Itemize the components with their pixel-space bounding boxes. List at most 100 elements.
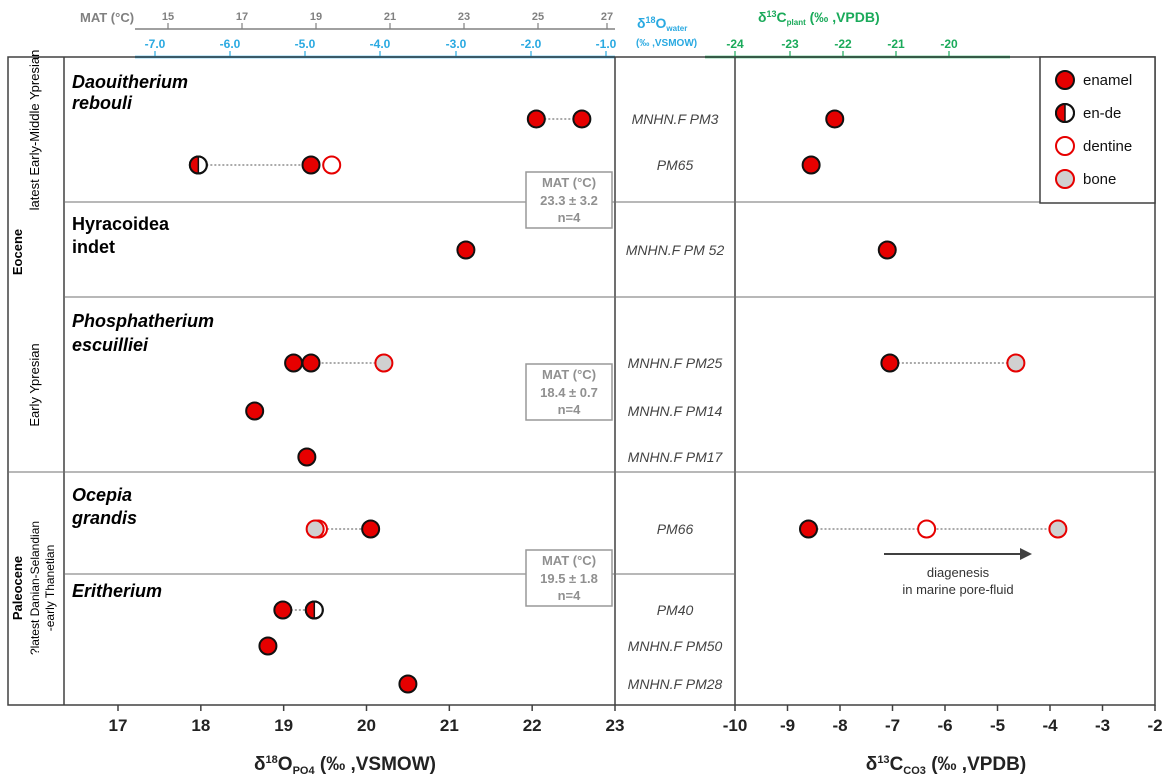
taxon-name: Daouitherium: [72, 72, 188, 92]
mat-box-title: MAT (°C): [542, 367, 596, 382]
water-tick-label: -5.0: [295, 37, 316, 51]
mat-box-value: 23.3 ± 3.2: [540, 193, 598, 208]
plant-axis-ticks: -24 -23 -22 -21 -20: [726, 37, 958, 57]
taxon-name: Phosphatherium: [72, 311, 214, 331]
data-point-enamel: [284, 353, 304, 373]
mat-tick-label: 15: [162, 11, 174, 23]
plant-tick-label: -24: [726, 37, 744, 51]
specimen-label: MNHN.F PM25: [628, 355, 723, 371]
water-axis-unit: (‰ ,VSMOW): [636, 38, 697, 49]
data-point-dentine: [917, 519, 937, 539]
x-tick-label: -6: [937, 716, 952, 735]
mat-box-n: n=4: [558, 210, 582, 225]
taxon-name: Ocepia: [72, 485, 132, 505]
water-tick-label: -7.0: [145, 37, 166, 51]
annotation-line2: in marine pore-fluid: [902, 582, 1013, 597]
data-point-bone: [1048, 519, 1068, 539]
x-axis-left-ticks: 17 18 19 20 21 22 23: [109, 705, 625, 735]
x-tick-label: -9: [780, 716, 795, 735]
data-point-enamel: [301, 353, 321, 373]
data-point-ende: [188, 155, 208, 175]
period-eocene-label: Eocene: [10, 229, 25, 275]
mat-tick-label: 23: [458, 11, 470, 23]
specimen-label: MNHN.F PM28: [628, 676, 723, 692]
legend-label: enamel: [1083, 72, 1132, 89]
legend-label: bone: [1083, 171, 1116, 188]
x-tick-label: -8: [832, 716, 847, 735]
mat-box-value: 19.5 ± 1.8: [540, 571, 598, 586]
x-axis-right-title: δ13CCO3 (‰ ,VPDB): [866, 754, 1026, 777]
x-tick-label: 23: [606, 716, 625, 735]
data-point-bone: [1055, 169, 1075, 189]
x-tick-label: -3: [1095, 716, 1110, 735]
data-point-enamel: [572, 109, 592, 129]
data-points: [188, 109, 1068, 694]
data-point-enamel: [801, 155, 821, 175]
specimen-labels: MNHN.F PM3 PM65 MNHN.F PM 52 MNHN.F PM25 MNH…: [626, 111, 725, 692]
mat-tick-label: 17: [236, 11, 248, 23]
x-tick-label: -10: [723, 716, 748, 735]
x-axis-right-ticks: -10 -9 -8 -7 -6 -5 -4 -3 -2: [723, 705, 1163, 735]
legend: enamel en-de dentine bone: [1039, 56, 1156, 204]
water-axis-ticks: -7.0 -6.0 -5.0 -4.0 -3.0 -2.0 -1.0: [145, 37, 617, 57]
data-point-enamel: [825, 109, 845, 129]
data-point-enamel: [301, 155, 321, 175]
x-tick-label: 20: [357, 716, 376, 735]
data-point-enamel: [361, 519, 381, 539]
specimen-label: MNHN.F PM14: [628, 403, 723, 419]
mat-box: MAT (°C) 18.4 ± 0.7 n=4: [525, 363, 613, 421]
mat-axis-ticks: 15 17 19 21 23 25 27: [162, 11, 613, 29]
x-tick-label: -7: [885, 716, 900, 735]
specimen-label: MNHN.F PM17: [628, 449, 724, 465]
period-danian-label: ?latest Danian-Selandian: [28, 521, 42, 655]
mat-tick-label: 27: [601, 11, 613, 23]
period-thanetian-label: -early Thanetian: [43, 545, 57, 632]
data-point-enamel: [273, 600, 293, 620]
data-point-bone: [1006, 353, 1026, 373]
specimen-label: MNHN.F PM50: [628, 638, 723, 654]
specimen-label: MNHN.F PM 52: [626, 242, 725, 258]
period-paleocene-label: Paleocene: [10, 556, 25, 620]
plant-tick-label: -20: [940, 37, 958, 51]
data-point-enamel: [877, 240, 897, 260]
annotation-line1: diagenesis: [927, 565, 990, 580]
data-point-enamel: [526, 109, 546, 129]
data-point-dentine: [1055, 136, 1075, 156]
water-tick-label: -2.0: [521, 37, 542, 51]
x-axis-left-title: δ18OPO4 (‰ ,VSMOW): [254, 754, 436, 777]
specimen-label: MNHN.F PM3: [632, 111, 719, 127]
data-point-ende: [1055, 103, 1075, 123]
data-point-enamel: [880, 353, 900, 373]
water-tick-label: -6.0: [220, 37, 241, 51]
water-tick-label: -3.0: [446, 37, 467, 51]
data-point-enamel: [245, 401, 265, 421]
plot-frame: [7, 56, 1156, 706]
data-point-enamel: [297, 447, 317, 467]
water-axis-label: δ18Owater: [637, 15, 687, 33]
specimen-label: PM66: [657, 521, 694, 537]
period-ypresian-late-label: latest Early-Middle Ypresian: [27, 50, 42, 211]
specimen-label: PM65: [657, 157, 694, 173]
mat-box: MAT (°C) 19.5 ± 1.8 n=4: [525, 549, 613, 607]
top-axes: MAT (°C) 15 17 19 21 23 25 27 -7.0 -6.0 -5.0 -4.0…: [80, 9, 1010, 59]
taxon-name: Hyracoidea: [72, 214, 170, 234]
data-point-dentine: [322, 155, 342, 175]
plant-tick-label: -23: [781, 37, 799, 51]
data-point-bone: [305, 519, 325, 539]
taxon-name: grandis: [71, 508, 137, 528]
specimen-label: PM40: [657, 602, 694, 618]
taxon-name: indet: [72, 237, 115, 257]
data-point-enamel: [799, 519, 818, 539]
x-tick-label: 22: [523, 716, 542, 735]
water-tick-label: -1.0: [596, 37, 617, 51]
x-tick-label: -2: [1147, 716, 1162, 735]
mat-box-title: MAT (°C): [542, 175, 596, 190]
period-ypresian-early-label: Early Ypresian: [27, 343, 42, 426]
x-tick-label: 19: [274, 716, 293, 735]
plant-axis-label: δ13Cplant (‰ ,VPDB): [758, 9, 880, 27]
mat-tick-label: 19: [310, 11, 322, 23]
x-tick-label: -5: [990, 716, 1005, 735]
mat-box-n: n=4: [558, 588, 582, 603]
mat-box-n: n=4: [558, 402, 582, 417]
